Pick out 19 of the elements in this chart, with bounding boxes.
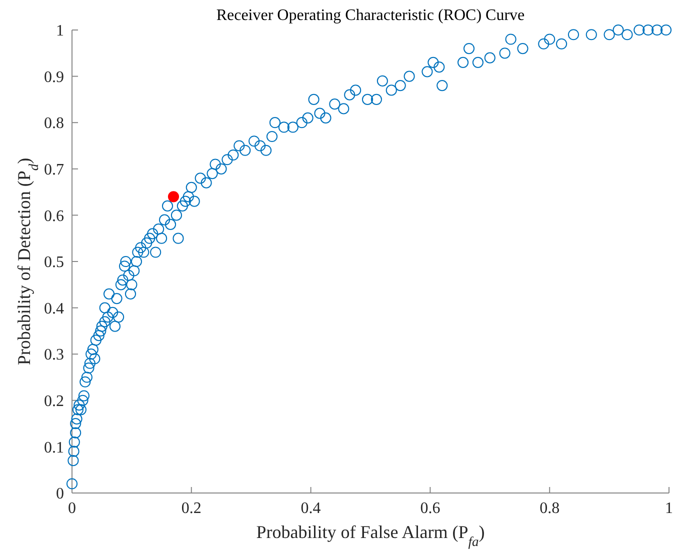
x-tick-label: 0: [68, 500, 76, 517]
x-tick-label: 0.8: [540, 500, 560, 517]
y-tick-label: 0.5: [44, 254, 64, 272]
y-tick-label: 1: [56, 22, 64, 40]
x-tick-label: 0.4: [300, 500, 321, 517]
y-tick-label: 0: [56, 486, 64, 503]
y-tick-label: 0.9: [44, 68, 64, 86]
x-tick-label: 1: [665, 500, 673, 517]
y-tick-label: 0.6: [44, 208, 64, 225]
x-axis-title: Probability of False Alarm (P$_{fa}$): [256, 522, 485, 548]
y-tick-label: 0.4: [44, 300, 64, 318]
chart-title: Receiver Operating Characteristic (ROC) Curve: [216, 7, 525, 24]
y-tick-label: 0.8: [44, 115, 64, 132]
y-tick-label: 0.3: [44, 346, 64, 364]
x-tick-label: 0.6: [420, 500, 440, 517]
y-tick-label: 0.2: [44, 393, 64, 410]
y-tick-label: 0.1: [44, 439, 64, 456]
x-tick-label: 0.2: [181, 500, 202, 517]
y-tick-label: 0.7: [44, 162, 64, 178]
